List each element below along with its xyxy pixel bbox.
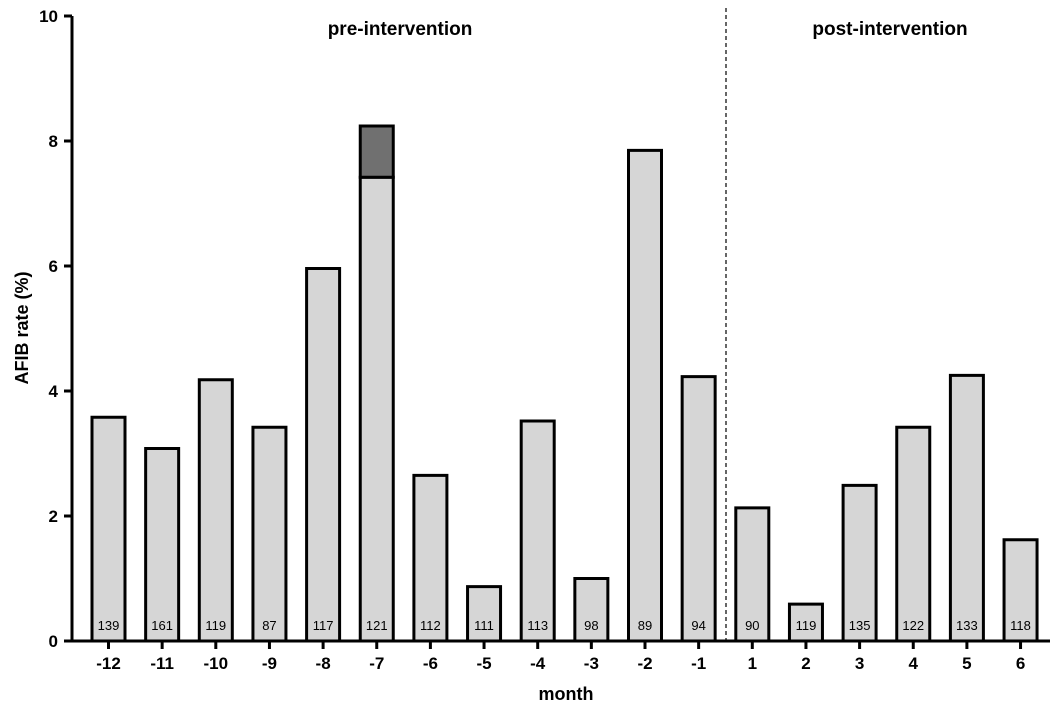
bar — [358, 175, 395, 643]
sample-size-label: 117 — [313, 618, 334, 633]
y-tick-label: 0 — [49, 632, 58, 651]
y-tick-label: 4 — [49, 382, 59, 401]
bar — [519, 419, 556, 643]
region-label-pre: pre-intervention — [328, 19, 473, 40]
x-ticks: -12 -11 -10 -9 -8 -7 -6 -5 -4 -3 -2 -1 1 2 3 4 5 6 — [96, 641, 1025, 673]
bar — [734, 506, 771, 643]
sample-size-label: 139 — [98, 618, 120, 633]
x-tick-label: -10 — [204, 654, 229, 673]
x-tick-label: 1 — [748, 654, 757, 673]
bar — [251, 425, 288, 643]
sample-size-label: 121 — [366, 618, 388, 633]
bar — [1002, 538, 1039, 643]
x-tick-label: -12 — [96, 654, 121, 673]
sample-size-label: 98 — [584, 618, 598, 633]
sample-size-label: 133 — [956, 618, 978, 633]
x-tick-label: -1 — [691, 654, 706, 673]
y-tick-label: 6 — [49, 257, 58, 276]
y-tick-label: 2 — [49, 507, 58, 526]
sample-size-label: 89 — [638, 618, 652, 633]
sample-size-label: 119 — [205, 618, 226, 633]
x-tick-label: 6 — [1016, 654, 1025, 673]
y-tick-label: 10 — [39, 7, 58, 26]
sample-size-label: 135 — [849, 618, 871, 633]
bar-highlight-segment — [358, 124, 395, 179]
bar — [948, 373, 985, 643]
sample-size-label: 161 — [151, 618, 173, 633]
sample-size-label: 87 — [262, 618, 276, 633]
x-axis-title: month — [539, 684, 594, 704]
x-tick-label: -5 — [476, 654, 491, 673]
y-tick-label: 8 — [49, 132, 58, 151]
x-tick-label: 5 — [962, 654, 971, 673]
sample-size-label: 113 — [527, 618, 548, 633]
x-tick-label: -2 — [637, 654, 652, 673]
sample-size-label: 118 — [1010, 618, 1031, 633]
y-axis-title: AFIB rate (%) — [12, 271, 32, 384]
bar — [466, 585, 503, 643]
region-label-post: post-intervention — [812, 19, 967, 40]
sample-size-label: 90 — [745, 618, 759, 633]
bar — [895, 425, 932, 643]
bar — [787, 602, 824, 643]
bar — [144, 447, 181, 643]
x-tick-label: 4 — [909, 654, 919, 673]
sample-size-label: 119 — [796, 618, 817, 633]
bar — [305, 267, 342, 643]
x-tick-label: -4 — [530, 654, 546, 673]
y-ticks: 0 2 4 6 8 10 — [39, 7, 72, 651]
x-tick-label: 3 — [855, 654, 864, 673]
x-tick-label: -7 — [369, 654, 384, 673]
sample-size-label: 94 — [691, 618, 705, 633]
bar — [197, 378, 234, 643]
x-tick-label: -3 — [584, 654, 599, 673]
sample-size-label: 122 — [902, 618, 924, 633]
x-tick-label: -6 — [423, 654, 438, 673]
x-tick-label: -9 — [262, 654, 277, 673]
bar — [680, 375, 717, 643]
sample-size-labels: 139 161 119 87 117 121 112 111 113 98 89 94 90 119 135… — [98, 618, 1031, 633]
bar — [412, 473, 449, 643]
sample-size-label: 112 — [420, 618, 441, 633]
axes — [70, 16, 1050, 643]
bars — [90, 124, 1039, 643]
x-tick-label: 2 — [801, 654, 810, 673]
sample-size-label: 111 — [474, 618, 494, 633]
x-tick-label: -8 — [316, 654, 331, 673]
bar — [627, 148, 663, 643]
x-tick-label: -11 — [150, 654, 174, 673]
bar — [90, 415, 127, 643]
